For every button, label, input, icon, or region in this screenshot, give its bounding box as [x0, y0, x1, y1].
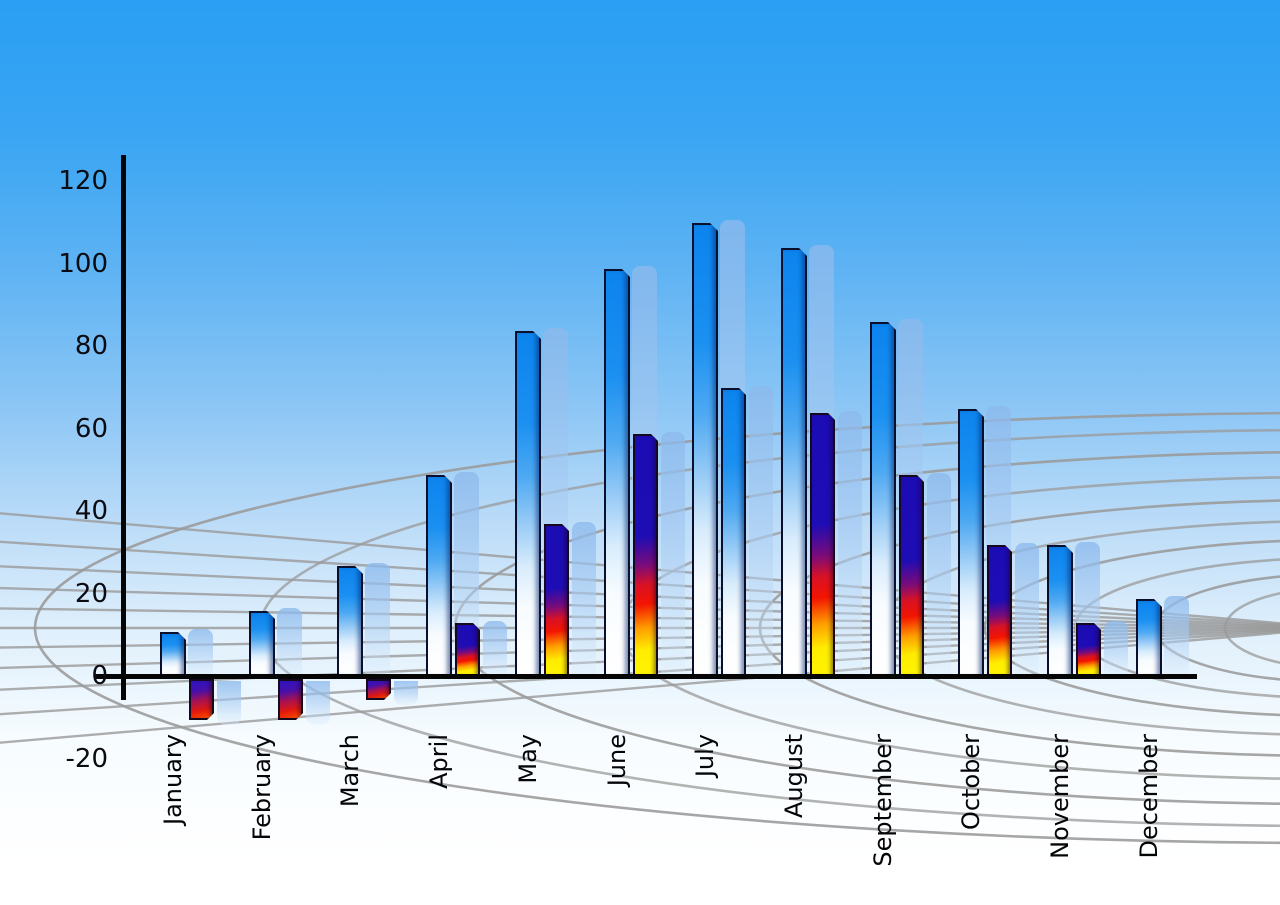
- bar-secondary-june: [633, 434, 658, 677]
- bar-secondary-may: [544, 524, 569, 677]
- x-label-march: March: [336, 734, 364, 808]
- y-tick-label-40: 40: [74, 496, 108, 526]
- x-label-june: June: [603, 734, 631, 787]
- y-tick-label-100: 100: [58, 249, 108, 279]
- bar-secondary-august: [810, 413, 835, 677]
- x-label-november: November: [1046, 734, 1074, 859]
- bar-echo-february: [277, 608, 302, 677]
- x-label-may: May: [514, 734, 542, 784]
- bar-primary-january: [160, 632, 186, 677]
- y-axis-line: [121, 155, 126, 700]
- x-axis-zero-line: [94, 674, 1197, 679]
- bar-primary-may: [515, 331, 541, 678]
- bar2-echo-april: [483, 621, 507, 677]
- x-label-december: December: [1135, 734, 1163, 859]
- bar-secondary-january: [189, 679, 214, 720]
- y-tick-label-80: 80: [74, 331, 108, 361]
- bar-secondary-september: [899, 475, 924, 677]
- bar2-echo-july: [749, 386, 773, 677]
- x-label-july: July: [691, 734, 719, 778]
- bar-primary-november: [1047, 545, 1073, 677]
- y-tick-label-0: 0: [91, 661, 108, 691]
- bar-primary-march: [337, 566, 363, 677]
- bar-secondary-march: [366, 679, 391, 700]
- bar-secondary-april: [455, 623, 480, 677]
- y-tick-label-120: 120: [58, 166, 108, 196]
- x-label-april: April: [425, 734, 453, 789]
- bar2-echo-may: [572, 522, 596, 677]
- bar-primary-october: [958, 409, 984, 677]
- y-tick-label-20: 20: [74, 579, 108, 609]
- y-tick-label-60: 60: [74, 414, 108, 444]
- x-label-january: January: [159, 734, 187, 825]
- bar2-echo-february: [306, 681, 330, 725]
- bar-echo-march: [365, 563, 390, 677]
- bar-secondary-october: [987, 545, 1012, 677]
- x-label-october: October: [957, 734, 985, 831]
- bar-secondary-november: [1076, 623, 1101, 677]
- x-label-august: August: [780, 734, 808, 818]
- bar-primary-december: [1136, 599, 1162, 677]
- bar2-echo-january: [217, 681, 241, 725]
- bar2-echo-august: [838, 411, 862, 677]
- x-label-february: February: [248, 734, 276, 841]
- bar-primary-february: [249, 611, 275, 677]
- bar2-echo-march: [394, 681, 418, 705]
- bar-echo-january: [188, 629, 213, 677]
- y-tick-label--20: -20: [65, 744, 108, 774]
- bar-secondary-july: [721, 388, 746, 677]
- bar-secondary-february: [278, 679, 303, 720]
- bar-primary-august: [781, 248, 807, 677]
- bar2-echo-october: [1015, 543, 1039, 677]
- bar2-echo-september: [927, 473, 951, 677]
- bar2-echo-november: [1104, 621, 1128, 677]
- bar-echo-december: [1164, 596, 1189, 677]
- bar2-echo-june: [661, 432, 685, 677]
- x-label-september: September: [869, 734, 897, 867]
- bar-primary-april: [426, 475, 452, 677]
- bar-primary-july: [692, 223, 718, 677]
- bar-primary-september: [870, 322, 896, 677]
- bar-primary-june: [604, 269, 630, 677]
